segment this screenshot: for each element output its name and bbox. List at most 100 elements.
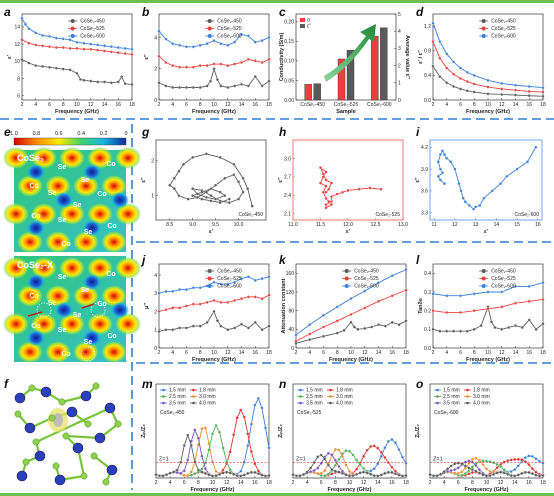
data-point [438, 40, 442, 44]
x-axis-label: ε′ [209, 229, 214, 235]
data-point [96, 48, 100, 52]
data-point [239, 277, 244, 281]
x-tick-label: 12.0 [343, 222, 353, 228]
data-point [226, 43, 230, 47]
data-point [321, 334, 326, 338]
x-tick-label: 13 [473, 222, 479, 228]
data-point [523, 470, 527, 474]
x-tick-label: 10 [484, 480, 490, 486]
data-point [376, 474, 380, 478]
x-axis-label: Frequency (GHz) [466, 109, 510, 115]
data-point [89, 47, 93, 51]
x-axis-label: ε′ [346, 229, 351, 235]
colorbar-tick: 0.2 [100, 131, 108, 137]
data-point [362, 454, 366, 458]
data-point [445, 310, 449, 315]
legend-label: CoSe₂-450 [491, 269, 516, 275]
x-tick-label: 8 [62, 102, 65, 108]
data-point [474, 463, 478, 467]
data-point [196, 436, 200, 440]
data-point [228, 468, 232, 472]
legend-label: 1.8 mm [473, 388, 490, 394]
crystal-structure [8, 382, 126, 488]
bar-epsilon [313, 83, 321, 101]
y-tick-label: 160 [286, 271, 295, 277]
legend-swatch-marker [481, 269, 486, 273]
atom-label-co: Co [107, 223, 116, 230]
x-axis-label: ε′ [484, 229, 489, 235]
data-point [513, 88, 518, 92]
data-point [223, 176, 227, 180]
data-point [500, 327, 504, 331]
data-point [186, 433, 190, 437]
data-point [445, 66, 449, 70]
y-tick-label: 14 [14, 25, 20, 31]
data-point [212, 62, 216, 66]
y-axis-label: Zᵢₙ/Z₀ [141, 424, 147, 438]
data-point [227, 201, 231, 205]
y-axis-label: Attenuation constant [281, 278, 287, 333]
data-point [260, 473, 264, 477]
data-point [527, 470, 531, 474]
x-tick-label: 4 [445, 102, 448, 108]
x-tick-label: 12 [88, 102, 94, 108]
charge-hotspot [87, 147, 113, 169]
data-point [109, 81, 113, 85]
data-point [458, 310, 463, 315]
data-point [492, 472, 496, 476]
data-point [219, 324, 223, 328]
legend-swatch-marker [329, 401, 332, 405]
data-point [541, 86, 545, 90]
data-point [263, 426, 268, 430]
data-point [502, 471, 506, 475]
charge-hotspot [101, 341, 127, 363]
data-point [486, 290, 490, 294]
legend-swatch-marker [207, 269, 212, 273]
data-point [96, 43, 100, 47]
data-point [488, 470, 492, 474]
data-point [249, 422, 253, 426]
data-point [207, 441, 211, 446]
x-tick-label: 16 [526, 480, 532, 486]
legend-swatch-marker [436, 388, 439, 392]
atom-label-se: Se [81, 177, 90, 184]
y-tick-label: 0.20 [284, 20, 294, 26]
x-tick-label: 15 [514, 222, 520, 228]
data-point [184, 85, 189, 90]
data-point [198, 85, 202, 90]
data-point [20, 58, 24, 62]
data-point [465, 80, 469, 84]
x-tick-label: 18 [129, 102, 135, 108]
data-point [205, 300, 209, 304]
data-point [435, 474, 439, 478]
data-point [467, 466, 471, 470]
data-point [530, 472, 534, 476]
data-point [308, 323, 312, 327]
data-point [326, 451, 330, 455]
data-point [157, 81, 161, 85]
y2-tick-label: 0 [398, 98, 401, 104]
data-point [221, 468, 225, 472]
data-point [357, 187, 361, 191]
y-tick-label: 1.2 [424, 24, 431, 30]
data-point [253, 295, 257, 299]
data-point [474, 469, 478, 473]
data-point [321, 175, 325, 179]
data-point [198, 324, 202, 328]
data-point [397, 448, 401, 452]
data-point [506, 472, 510, 476]
data-point [205, 64, 209, 68]
y-tick-label: 4 [154, 35, 157, 41]
data-point [196, 468, 200, 472]
x-tick-label: 11.5 [316, 222, 326, 228]
legend-label: 3.0 mm [199, 394, 216, 400]
data-point [470, 457, 474, 461]
legend-label: CoSe₂-450 [354, 269, 379, 275]
data-point [440, 171, 444, 175]
se-atom [32, 438, 40, 446]
data-point [458, 87, 463, 91]
data-point [203, 471, 207, 475]
data-point [316, 455, 320, 459]
legend-swatch [300, 18, 305, 22]
data-point [457, 182, 461, 186]
